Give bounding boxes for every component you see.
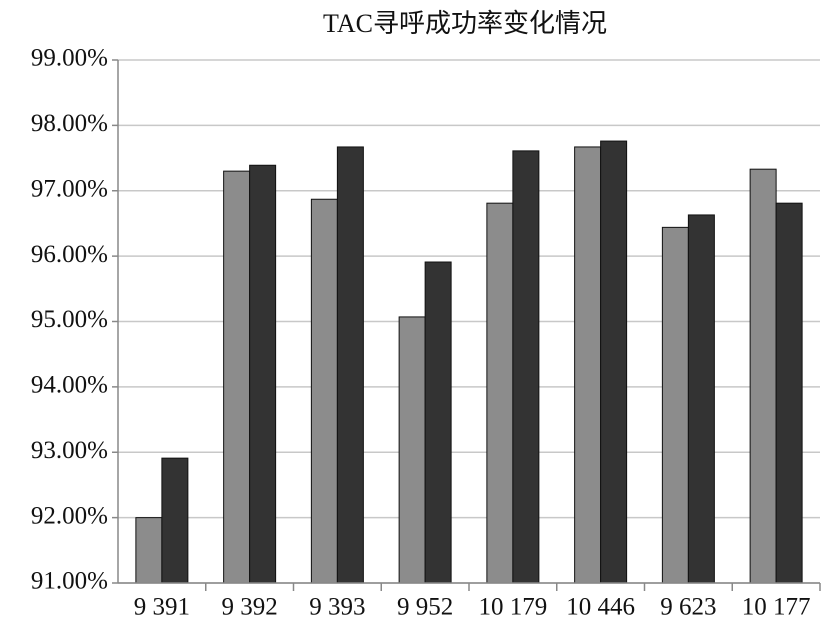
bar xyxy=(424,261,452,584)
bar xyxy=(398,316,426,584)
bar xyxy=(223,170,251,584)
x-tick-label: 9 393 xyxy=(309,594,365,621)
bar xyxy=(249,164,277,584)
bar xyxy=(749,168,777,584)
bar xyxy=(661,226,689,584)
x-tick-label: 10 177 xyxy=(742,594,811,621)
y-tick-label: 98.00% xyxy=(31,110,108,137)
bar xyxy=(600,140,628,584)
chart-title: TAC寻呼成功率变化情况 xyxy=(323,9,607,38)
x-tick-label: 10 446 xyxy=(566,594,635,621)
x-tick-label: 9 623 xyxy=(660,594,716,621)
y-tick-label: 91.00% xyxy=(31,568,108,595)
x-tick-label: 10 179 xyxy=(479,594,548,621)
bar xyxy=(486,202,514,584)
y-tick-label: 93.00% xyxy=(31,437,108,464)
y-tick-label: 97.00% xyxy=(31,175,108,202)
x-tick-label: 9 391 xyxy=(134,594,190,621)
y-tick-label: 99.00% xyxy=(31,45,108,72)
y-tick-label: 92.00% xyxy=(31,502,108,529)
y-tick-label: 95.00% xyxy=(31,306,108,333)
y-tick-label: 96.00% xyxy=(31,241,108,268)
y-tick-label: 94.00% xyxy=(31,372,108,399)
bar xyxy=(574,146,602,584)
bar xyxy=(775,202,803,584)
bar xyxy=(336,146,364,584)
x-tick-label: 9 392 xyxy=(222,594,278,621)
bar xyxy=(161,457,189,584)
bar xyxy=(310,198,338,584)
bar xyxy=(135,517,163,584)
bar xyxy=(687,214,715,584)
x-tick-label: 9 952 xyxy=(397,594,453,621)
bar xyxy=(512,150,540,584)
